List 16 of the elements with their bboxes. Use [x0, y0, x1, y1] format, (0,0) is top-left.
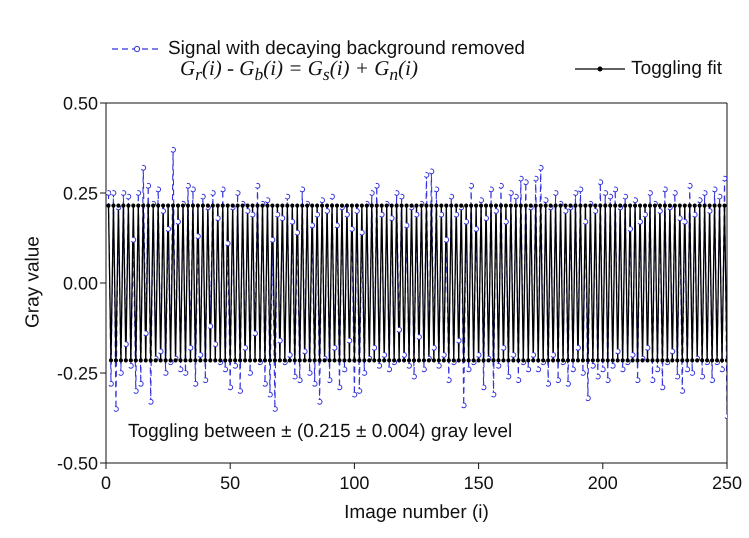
y-tick-label: 0.00: [62, 273, 98, 294]
y-axis-title: Gray value: [22, 236, 44, 328]
y-tick-label: 0.50: [62, 93, 98, 114]
x-axis-title: Image number (i): [344, 502, 489, 523]
x-tick-label: 50: [220, 473, 240, 493]
x-tick-label: 150: [464, 473, 494, 493]
x-tick-label: 0: [100, 473, 112, 493]
y-tick-label: -0.25: [56, 363, 98, 384]
legend-label: Toggling fit: [631, 58, 722, 80]
y-tick-label: 0.25: [62, 183, 98, 204]
x-tick-label: 200: [588, 473, 618, 493]
x-tick-label: 250: [712, 473, 742, 493]
legend-label: Signal with decaying background removed: [168, 38, 525, 60]
annotation: Toggling between ± (0.215 ± 0.004) gray level: [128, 421, 512, 443]
y-tick-label: -0.50: [56, 453, 98, 474]
x-tick-label: 100: [339, 473, 370, 493]
